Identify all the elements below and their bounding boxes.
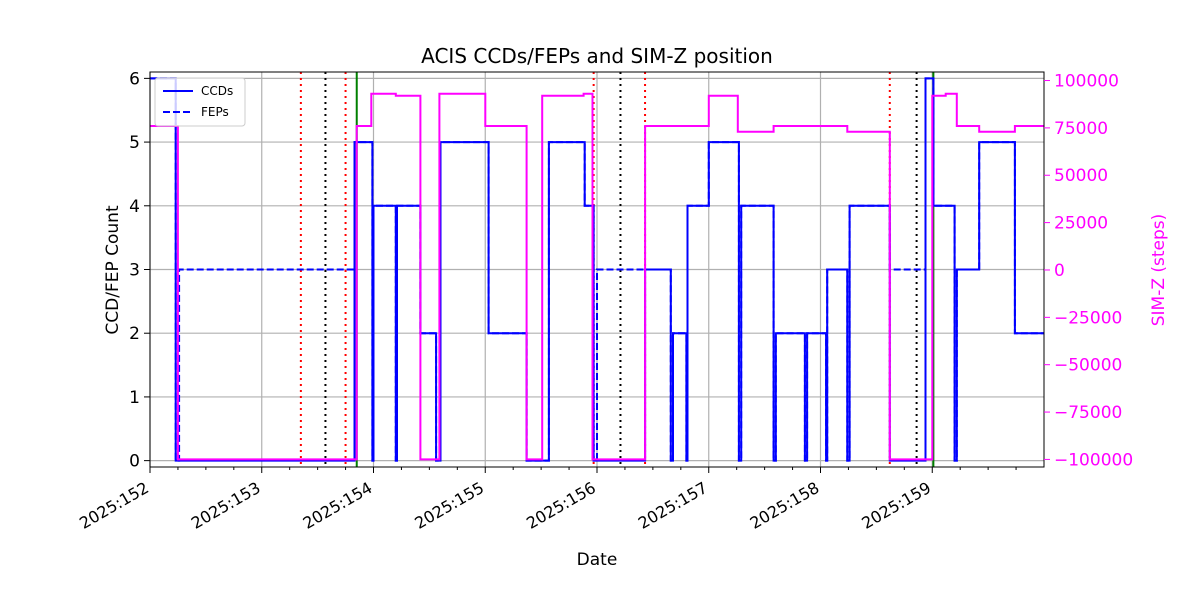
chart-title: ACIS CCDs/FEPs and SIM-Z position xyxy=(421,44,773,68)
y-tick-label: 0 xyxy=(129,452,140,472)
y-tick-label: 1 xyxy=(129,388,140,408)
x-tick-label: 2025:156 xyxy=(523,478,599,533)
x-tick-label: 2025:157 xyxy=(635,478,711,533)
y-axis-label: CCD/FEP Count xyxy=(103,205,123,335)
legend-ccds-label: CCDs xyxy=(201,84,233,98)
series-line-sim-z xyxy=(150,92,1044,461)
y-tick-label: 2 xyxy=(129,324,140,344)
y-tick-label: 4 xyxy=(129,197,140,217)
legend-feps-label: FEPs xyxy=(201,105,229,119)
x-tick-label: 2025:154 xyxy=(300,478,376,533)
y2-tick-label: 75000 xyxy=(1054,119,1108,139)
y2-tick-label: 100000 xyxy=(1054,72,1119,92)
axes: 2025:152 2025:153 2025:154 2025:155 2025:156… xyxy=(76,69,1133,532)
series-lines xyxy=(150,77,1044,462)
x-axis-label: Date xyxy=(577,550,618,570)
x-tick-label: 2025:153 xyxy=(188,478,264,533)
y2-axis-label: SIM-Z (steps) xyxy=(1149,214,1169,327)
y-tick-label: 3 xyxy=(129,261,140,281)
y2-tick-label: 25000 xyxy=(1054,214,1108,234)
y2-tick-label: −75000 xyxy=(1054,403,1122,423)
y2-tick-label: 50000 xyxy=(1054,166,1108,186)
y2-tick-label: −50000 xyxy=(1054,356,1122,376)
x-tick-label: 2025:159 xyxy=(858,478,934,533)
y2-tick-label: −100000 xyxy=(1054,450,1133,470)
y2-tick-label: 0 xyxy=(1054,261,1065,281)
y2-tick-label: −25000 xyxy=(1054,308,1122,328)
y-tick-label: 6 xyxy=(129,69,140,89)
legend: CCDs FEPs xyxy=(154,77,246,127)
x-tick-label: 2025:158 xyxy=(747,478,823,533)
y-tick-label: 5 xyxy=(129,133,140,153)
x-tick-label: 2025:152 xyxy=(76,478,152,533)
x-tick-label: 2025:155 xyxy=(411,478,487,533)
series-line-feps xyxy=(150,77,1044,462)
